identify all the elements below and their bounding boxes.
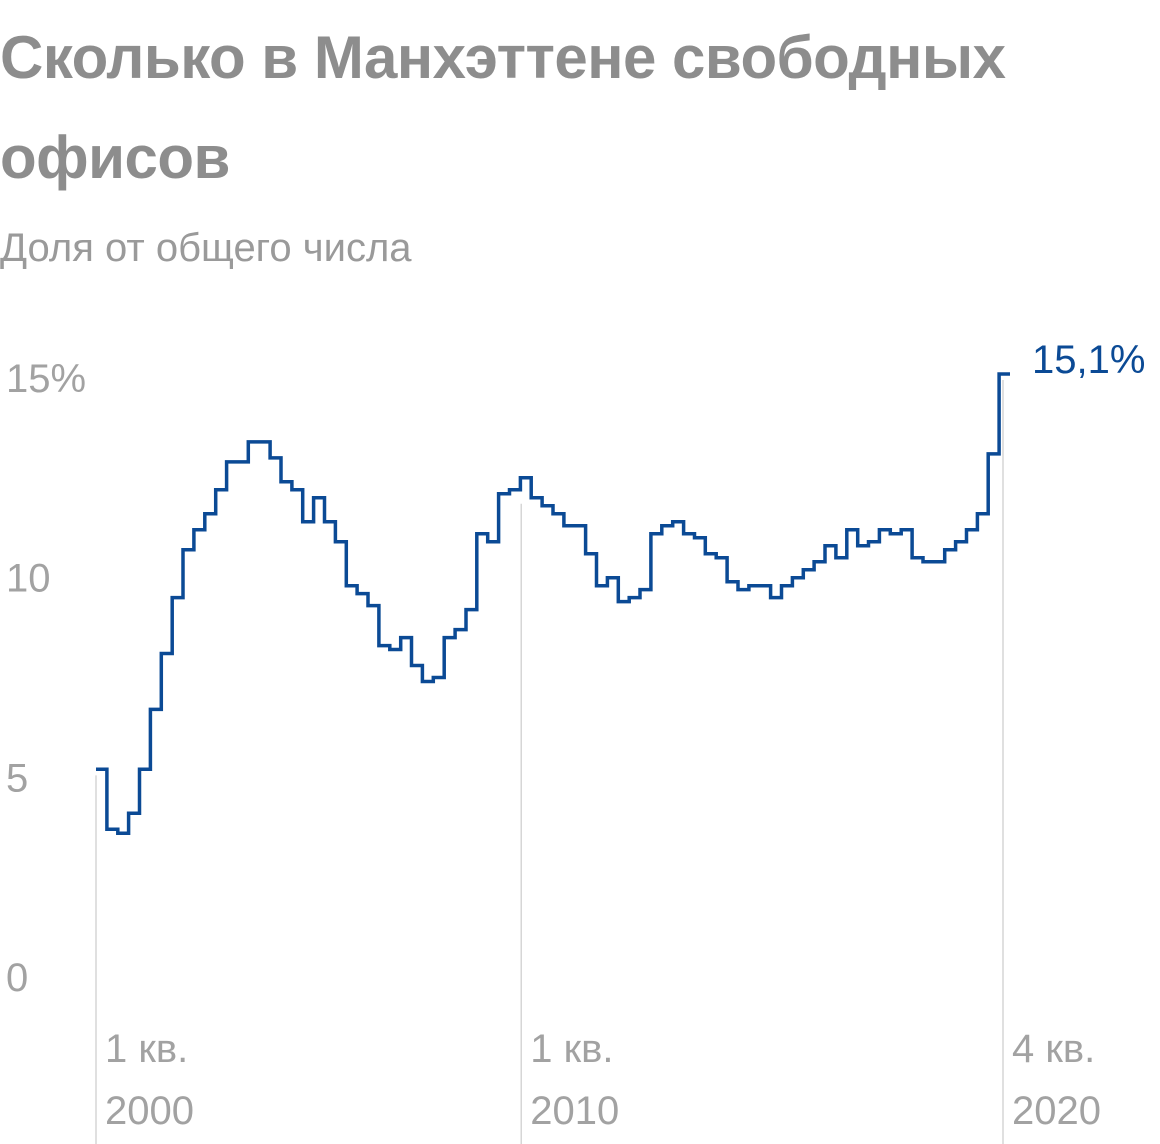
series-step-line <box>96 372 1010 835</box>
x-tick-label-year: 2010 <box>530 1089 619 1133</box>
chart-subtitle: Доля от общего числа <box>0 226 412 270</box>
y-tick-label: 5 <box>6 756 28 800</box>
end-value-label: 15,1% <box>1032 338 1145 382</box>
y-tick-label: 0 <box>6 956 28 1000</box>
x-tick-label-quarter: 1 кв. <box>530 1027 613 1071</box>
y-tick-label: 10 <box>6 557 51 601</box>
x-axis: 1 кв. 2000 1 кв. 2010 4 кв. 2020 <box>95 380 1101 1144</box>
x-tick-label-year: 2020 <box>1012 1089 1101 1133</box>
x-tick-label-quarter: 4 кв. <box>1012 1027 1095 1071</box>
x-tick-label-quarter: 1 кв. <box>105 1027 188 1071</box>
y-tick-label: 15% <box>6 357 86 401</box>
y-axis-ticks: 15% 10 5 0 <box>6 357 86 1000</box>
x-tick-label-year: 2000 <box>105 1089 194 1133</box>
plot-area: 15,1% <box>96 338 1145 835</box>
chart-title: Сколько в Манхэттене свободных офисов <box>0 24 1006 191</box>
